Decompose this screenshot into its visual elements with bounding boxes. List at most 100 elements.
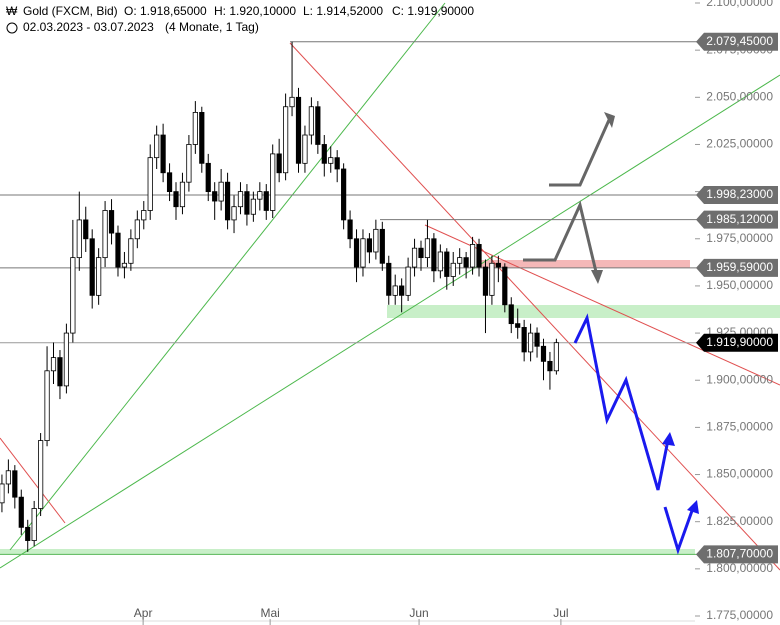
candle-body [502, 266, 508, 306]
candle-body [134, 219, 140, 240]
candle-body [108, 210, 115, 234]
candle-body [50, 357, 57, 372]
level-label: 2.079,45000 [706, 34, 773, 48]
y-tick-label: 1.975,00000 [706, 231, 773, 245]
candle-body [424, 238, 431, 259]
x-tick-label: Apr [134, 606, 153, 620]
level-box [696, 333, 778, 352]
candle-body [508, 304, 514, 325]
candle-body [495, 262, 501, 268]
level-box [696, 185, 778, 204]
candle-body [373, 228, 379, 253]
candle-body [469, 244, 476, 268]
candle-body [366, 238, 373, 253]
candle-body [405, 266, 411, 296]
candle-body [411, 247, 418, 268]
candle-body [5, 470, 11, 485]
candle-body [276, 153, 282, 174]
candle-body [328, 157, 334, 164]
arrow-head [687, 500, 699, 514]
scenario-arrows [573, 313, 695, 555]
candle-body [334, 157, 340, 170]
candle-body [237, 191, 244, 208]
candle-body [166, 172, 173, 193]
y-tick-label: 1.850,00000 [706, 467, 773, 481]
candle-body [199, 111, 205, 164]
candle-body [179, 181, 186, 208]
candle-body [89, 238, 95, 296]
candle-body [302, 134, 308, 164]
candle-body [102, 210, 108, 259]
y-tick-label: 1.800,00000 [706, 561, 773, 575]
candle-body [437, 251, 443, 272]
candle-body [476, 244, 482, 268]
candle-body [12, 470, 18, 498]
level-box [696, 32, 778, 51]
trend-line [9, 2, 446, 551]
candle-body [205, 162, 211, 193]
trend-line [0, 74, 780, 569]
y-tick-label: 2.025,00000 [706, 137, 773, 151]
candle-body [347, 219, 353, 240]
candle-body [141, 210, 147, 221]
candle-body [457, 257, 463, 264]
trend-line [424, 224, 780, 386]
symbol: Gold (FXCM, Bid) [23, 4, 118, 18]
level-label: 1.807,70000 [706, 546, 773, 560]
candle-body [386, 262, 392, 296]
candle-body [321, 144, 327, 164]
candle-body [289, 96, 295, 108]
candle-body [553, 342, 559, 372]
candle-body [315, 106, 321, 145]
candle-body [147, 157, 153, 211]
candle-body [25, 526, 31, 541]
candle-body [263, 191, 269, 211]
candle-body [160, 134, 166, 174]
candle-body [547, 360, 553, 372]
ohlc-open: O: 1.918,65000 [124, 4, 207, 18]
candle-body [399, 285, 405, 296]
support-zone [387, 305, 780, 318]
y-tick-label: 2.100,00000 [706, 0, 773, 9]
candle-body [250, 198, 256, 215]
candle-body [0, 483, 5, 504]
candle-body [270, 153, 276, 211]
candle-body [63, 332, 70, 387]
candle-body [534, 332, 540, 347]
candle-body [96, 257, 102, 296]
ohlc-close: C: 1.919,90000 [392, 4, 474, 18]
candle-body [450, 262, 456, 277]
candle-body [244, 191, 250, 215]
candle-body [212, 191, 218, 202]
symbol-icon: ₩ [6, 4, 18, 18]
level-label: 1.998,23000 [706, 187, 773, 201]
candle-body [186, 144, 192, 183]
candle-body [121, 262, 128, 268]
candle-body [128, 238, 134, 264]
level-box [696, 545, 778, 564]
arrow-head [591, 270, 603, 284]
candle-body [192, 111, 198, 145]
y-tick-label: 1.825,00000 [706, 514, 773, 528]
candle-body [31, 508, 37, 541]
level-label: 1.919,90000 [706, 335, 773, 349]
arrow-head [662, 432, 675, 446]
trend-line [0, 437, 66, 524]
candle-body [173, 191, 179, 208]
x-tick-label: Mai [260, 606, 279, 620]
candle-body [540, 345, 547, 362]
x-tick-label: Jun [409, 606, 428, 620]
candle-body [295, 96, 302, 164]
candle-body [115, 232, 121, 268]
level-label: 1.985,12000 [706, 212, 773, 226]
candle-body [527, 332, 534, 353]
candle-body [308, 106, 314, 136]
candle-body [444, 251, 450, 277]
arrow-head [604, 112, 615, 128]
trend-line [289, 42, 780, 571]
candle-body [231, 206, 237, 221]
candle-body [257, 191, 263, 200]
candle-body [218, 181, 224, 202]
candle-body [57, 357, 63, 387]
